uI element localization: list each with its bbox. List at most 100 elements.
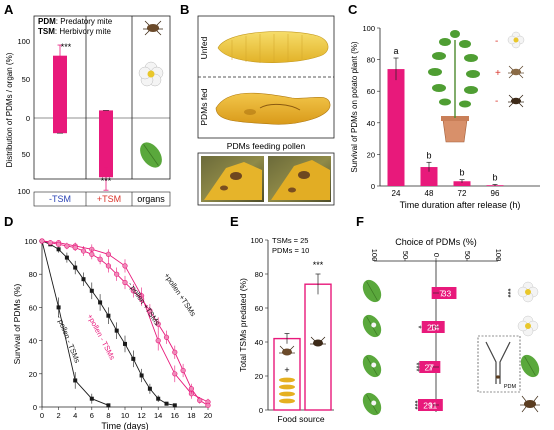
bar-value-left: 23	[427, 323, 437, 333]
significance-stars: ***	[411, 362, 420, 371]
x-tick-label: 0	[40, 411, 44, 420]
bar-left	[421, 321, 436, 333]
y-tick-label: 80	[255, 270, 263, 279]
x-tick-label: 50	[463, 251, 472, 259]
y-tick-label: 60	[255, 304, 263, 313]
pollen-photo-left	[201, 156, 264, 202]
mite-leg	[521, 406, 527, 413]
panel-a-xlabel-organs: organs	[137, 194, 165, 204]
mite-icon	[143, 20, 163, 36]
data-point	[114, 271, 120, 277]
flower-icon	[517, 281, 539, 303]
mite-icon	[508, 65, 524, 79]
data-point	[64, 255, 69, 260]
y-tick-label: 20	[255, 372, 263, 381]
y-axis-label: Survival of PDMs (%)	[12, 283, 22, 364]
x-tick-label: 50	[401, 251, 410, 259]
panel-a-bars	[53, 44, 113, 191]
significance-letter: b	[426, 150, 431, 160]
mite-leg	[533, 395, 539, 402]
data-point	[97, 256, 103, 262]
mite-icon	[520, 395, 540, 413]
panel-a-ytick: 100	[17, 37, 30, 46]
y-tick-label: 20	[367, 150, 375, 159]
panel-c: C 0 20 40 60 80 100 a 24 b 48 b 72 b 96 Time duration …	[348, 2, 540, 210]
y-tick-label: 40	[367, 119, 375, 128]
x-tick-label: 12	[137, 411, 145, 420]
leaf-spot	[371, 400, 377, 406]
data-point	[163, 334, 170, 340]
panel-a-ytick: 0	[26, 114, 30, 123]
x-tick-label: 14	[154, 411, 162, 420]
significance-letter: b	[459, 168, 464, 178]
data-point	[172, 403, 177, 408]
pollen-photo-right	[268, 156, 331, 202]
leaf-icon	[362, 392, 382, 416]
bar-left	[419, 361, 436, 373]
panel-a: A PDM: Predatory mite TSM: Herbivory mit…	[4, 2, 171, 207]
panel-e-chart: 0 20 40 60 80 100 Food source Total TSMs predat…	[238, 236, 334, 424]
bar-left	[418, 399, 436, 411]
y-tick-label: 0	[33, 403, 37, 412]
panel-c-legend-sign: +	[495, 68, 501, 79]
x-axis-label: Food source	[277, 414, 325, 424]
y-tick-label: 20	[29, 370, 37, 379]
data-point	[172, 349, 178, 355]
x-tick-label: 4	[73, 411, 77, 420]
chart-title: Choice of PDMs (%)	[395, 237, 477, 247]
data-point	[114, 328, 119, 333]
data-point	[139, 296, 145, 302]
data-point	[164, 401, 169, 406]
panel-d-letter: D	[4, 214, 13, 229]
panel-b-caption: PDMs feeding pollen	[227, 141, 306, 151]
leaf-vein	[524, 356, 536, 376]
mite-icon	[495, 375, 501, 379]
x-axis-label: Time duration after release (h)	[400, 200, 521, 210]
bar	[304, 283, 332, 411]
data-point	[123, 341, 127, 346]
leaf-spot	[371, 362, 377, 368]
data-point	[156, 396, 161, 401]
significance-stars: ***	[503, 288, 512, 297]
corn-fed-image	[215, 92, 331, 125]
panel-a-ytick: 50	[22, 75, 30, 84]
leaf-icon	[362, 279, 382, 303]
leaf-icon	[362, 354, 382, 378]
data-point	[89, 251, 95, 257]
series-label: - pollen - TSMs	[55, 314, 82, 365]
data-point	[122, 279, 128, 286]
panel-a-letter: A	[4, 2, 14, 17]
x-tick-label: 100	[494, 249, 503, 262]
panel-c-legend-sign: -	[495, 36, 498, 47]
panel-b-letter: B	[180, 2, 189, 17]
data-point	[47, 240, 53, 246]
x-tick-label: 72	[458, 189, 467, 198]
data-point	[72, 245, 78, 251]
potato-plant-icon	[428, 30, 480, 143]
mite-icon	[310, 336, 326, 347]
y-tick-label: 40	[29, 337, 37, 346]
x-tick-label: 100	[370, 249, 379, 262]
x-tick-label: 20	[204, 411, 212, 420]
y-axis-label: Survival of PDMs on potato plant (%)	[350, 41, 359, 173]
y-tick-label: 80	[367, 56, 375, 65]
y-tick-label: 0	[259, 406, 263, 415]
data-point	[172, 371, 178, 377]
mite-leg	[521, 395, 527, 402]
panel-b-label-unfed: Unfed	[199, 36, 209, 59]
panel-a-legend-tsm: TSM: Herbivory mite	[38, 27, 111, 36]
panel-a-xlabel-frame	[33, 191, 171, 207]
leaf-spot	[371, 322, 377, 328]
x-tick-label: 2	[57, 411, 61, 420]
panel-e-pdm-note: PDMs = 10	[272, 246, 309, 255]
flower-center	[525, 323, 531, 329]
y-tick-label: 40	[255, 338, 263, 347]
panel-a-stars-bottom: ***	[101, 176, 112, 186]
pollen-grains-icon	[279, 377, 295, 404]
data-point	[105, 251, 111, 257]
panel-a-ytick: 100	[17, 187, 30, 196]
data-point	[155, 321, 161, 327]
panel-a-ylabel: Distribution of PDMs / organ (%)	[5, 52, 14, 167]
y-tick-label: 100	[24, 237, 37, 246]
